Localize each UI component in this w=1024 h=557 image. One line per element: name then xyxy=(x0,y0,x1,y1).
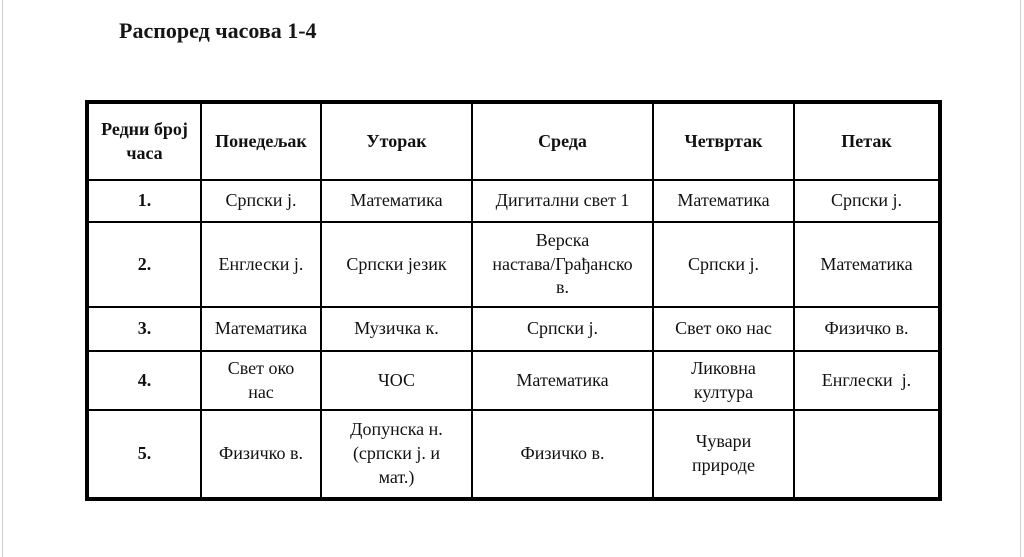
schedule-cell-monday: Енглески ј. xyxy=(200,221,322,308)
schedule-cell-tuesday: Математика xyxy=(320,179,473,223)
schedule-cell-monday: Српски ј. xyxy=(200,179,322,223)
header-cell-tuesday: Уторак xyxy=(320,101,473,181)
schedule-cell-friday: Енглески ј. xyxy=(793,350,941,411)
schedule-cell-tuesday: ЧОС xyxy=(320,350,473,411)
header-cell-monday: Понедељак xyxy=(200,101,322,181)
schedule-cell-thursday: Српски ј. xyxy=(652,221,795,308)
table-row: 5. Физичко в. Допунска н. (српски ј. и м… xyxy=(86,409,941,500)
table-row: 3. Математика Музичка к. Српски ј. Свет … xyxy=(86,306,941,352)
schedule-cell-thursday: Свет око нас xyxy=(652,306,795,352)
schedule-cell-thursday: Ликовна култура xyxy=(652,350,795,411)
header-cell-friday: Петак xyxy=(793,101,941,181)
schedule-cell-wednesday: Физичко в. xyxy=(471,409,654,500)
page-edge-right xyxy=(1020,0,1021,557)
schedule-cell-thursday: Чувари природе xyxy=(652,409,795,500)
schedule-cell-wednesday: Дигитални свет 1 xyxy=(471,179,654,223)
row-number: 3. xyxy=(86,306,202,352)
row-number: 2. xyxy=(86,221,202,308)
schedule-cell-wednesday: Математика xyxy=(471,350,654,411)
schedule-cell-friday xyxy=(793,409,941,500)
row-number: 4. xyxy=(86,350,202,411)
table-row: 4. Свет око нас ЧОС Математика Ликовна к… xyxy=(86,350,941,411)
schedule-cell-tuesday: Допунска н. (српски ј. и мат.) xyxy=(320,409,473,500)
table-row: 1. Српски ј. Математика Дигитални свет 1… xyxy=(86,179,941,223)
table-row: 2. Енглески ј. Српски језик Верска наста… xyxy=(86,221,941,308)
header-cell-thursday: Четвртак xyxy=(652,101,795,181)
page-title: Распоред часова 1-4 xyxy=(119,18,317,43)
schedule-cell-monday: Свет око нас xyxy=(200,350,322,411)
schedule-cell-friday: Физичко в. xyxy=(793,306,941,352)
page-edge-left xyxy=(2,0,3,557)
schedule-cell-monday: Математика xyxy=(200,306,322,352)
table-header-row: Редни број часа Понедељак Уторак Среда Ч… xyxy=(86,101,941,181)
row-number: 1. xyxy=(86,179,202,223)
schedule-cell-thursday: Математика xyxy=(652,179,795,223)
schedule-cell-wednesday: Српски ј. xyxy=(471,306,654,352)
schedule-cell-monday: Физичко в. xyxy=(200,409,322,500)
header-cell-ordinal: Редни број часа xyxy=(86,101,202,181)
schedule-cell-friday: Српски ј. xyxy=(793,179,941,223)
schedule-cell-wednesday: Верска настава/Грађанско в. xyxy=(471,221,654,308)
schedule-cell-friday: Математика xyxy=(793,221,941,308)
schedule-table: Редни број часа Понедељак Уторак Среда Ч… xyxy=(85,100,942,501)
schedule-cell-tuesday: Музичка к. xyxy=(320,306,473,352)
schedule-cell-tuesday: Српски језик xyxy=(320,221,473,308)
row-number: 5. xyxy=(86,409,202,500)
header-cell-wednesday: Среда xyxy=(471,101,654,181)
